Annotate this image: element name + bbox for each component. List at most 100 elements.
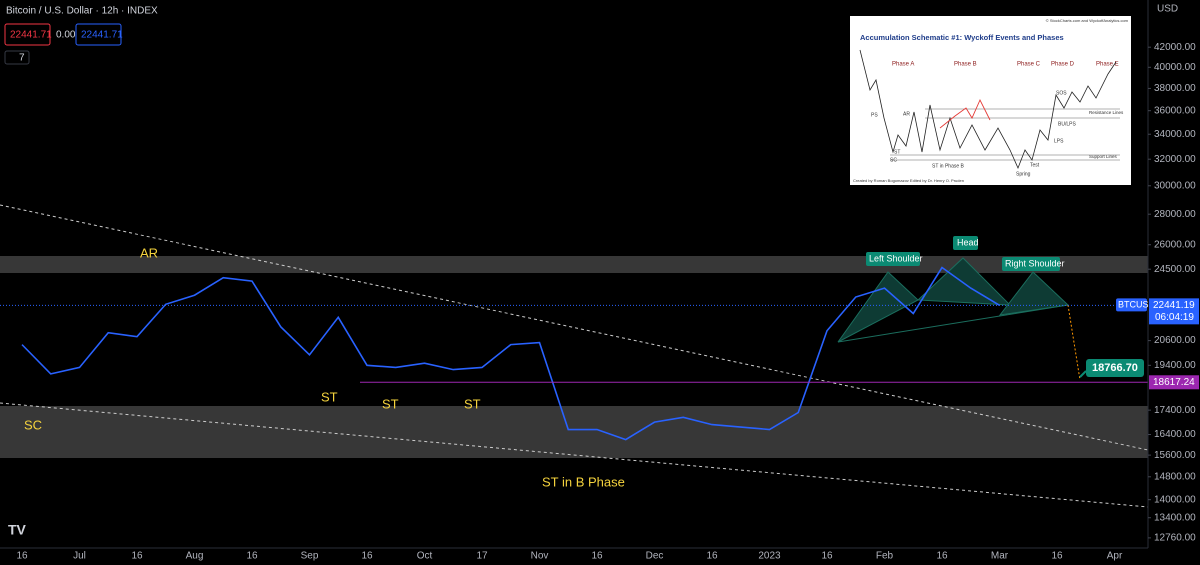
price-bid[interactable]: 22441.71 [10, 30, 52, 41]
zones [0, 204, 1149, 508]
x-tick-label: Mar [991, 551, 1009, 562]
annotation: AR [140, 245, 158, 260]
price-ask[interactable]: 22441.71 [81, 30, 123, 41]
event: LPS [1054, 138, 1064, 144]
x-tick-label: Oct [417, 551, 433, 562]
x-tick-label: 16 [131, 551, 143, 562]
y-tick-label: 19400.00 [1154, 360, 1196, 371]
x-tick-label: Apr [1107, 551, 1123, 562]
x-tick-label: Feb [876, 551, 894, 562]
x-tick-label: 16 [361, 551, 373, 562]
projection [1067, 304, 1081, 381]
event: Test [1030, 162, 1040, 168]
x-tick-label: 2023 [758, 551, 781, 562]
x-tick-label: 16 [246, 551, 258, 562]
plot: 18766.70 [0, 266, 1148, 441]
label-box [953, 236, 978, 250]
resistance-zone [0, 256, 1148, 273]
annotation: ST [321, 389, 338, 404]
price-box[interactable] [75, 23, 122, 46]
target-pointer [1079, 370, 1087, 378]
last-price-box [1149, 298, 1199, 325]
symbol-label: BTCUSD [1118, 300, 1156, 310]
y-tick-label: 17400.00 [1154, 405, 1196, 416]
event: SC [890, 157, 897, 163]
countdown: 06:04:19 [1155, 312, 1194, 323]
header: Bitcoin / U.S. Dollar · 12h · INDEX 2244… [4, 6, 158, 538]
neckline [837, 304, 1069, 343]
price-box[interactable] [4, 23, 51, 46]
event: SOS [1056, 90, 1067, 96]
event: ST in Phase B [932, 163, 965, 169]
y-tick-label: 14800.00 [1154, 471, 1196, 482]
price-axis: 42000.00 40000.00 38000.00 36000.00 34000.00… [1148, 42, 1196, 544]
x-tick-label: Sep [301, 551, 319, 562]
y-tick-label: 13400.00 [1154, 512, 1196, 523]
inset-panel [850, 16, 1131, 185]
y-tick-label: 42000.00 [1154, 42, 1196, 53]
target-box [1086, 358, 1144, 377]
inset-title: Accumulation Schematic #1: Wyckoff Event… [860, 33, 1064, 42]
y-tick-label: 38000.00 [1154, 83, 1196, 94]
phase: Phase B [954, 62, 977, 68]
x-tick-label: 16 [1051, 551, 1063, 562]
x-tick-label: Aug [186, 551, 204, 562]
logo: TV [8, 522, 27, 538]
label-box [1002, 257, 1060, 271]
indicator-count[interactable]: 7 [19, 53, 25, 64]
spread: 0.00 [56, 30, 76, 41]
y-tick-label: 40000.00 [1154, 62, 1196, 73]
x-tick-label: 17 [476, 551, 488, 562]
price-line [21, 266, 1000, 441]
inset-credit: Created by Roman Bogomazov Edited by Dr.… [853, 178, 964, 183]
annotation: Left Shoulder [869, 253, 923, 263]
inset-copyright: © StockCharts.com and WyckoffAnalytics.c… [1046, 18, 1129, 23]
annotation: ST [464, 396, 481, 411]
label-box [866, 252, 920, 266]
event: Resistance Lines [1089, 110, 1124, 115]
annotations: AR SC ST ST ST ST in B Phase Left Should… [24, 236, 1065, 489]
indicator-toggle[interactable] [4, 50, 30, 65]
symbol-box [1116, 298, 1147, 312]
phase: Phase D [1051, 62, 1075, 68]
y-tick-label: 34000.00 [1154, 129, 1196, 140]
x-tick-label: Dec [646, 551, 664, 562]
schematic-upthrust [939, 98, 991, 129]
support-zone [0, 406, 1148, 458]
y-tick-label: 16400.00 [1154, 429, 1196, 440]
trend-line [0, 402, 1149, 508]
y-tick-label: 15600.00 [1154, 450, 1196, 461]
y-tick-label: 20600.00 [1154, 335, 1196, 346]
annotation: ST [382, 396, 399, 411]
x-tick-label: 16 [591, 551, 603, 562]
y-tick-label: 24500.00 [1154, 264, 1196, 275]
y-tick-label: 12760.00 [1154, 533, 1196, 544]
schematic-path [859, 49, 1117, 170]
y-tick-label: 28000.00 [1154, 209, 1196, 220]
x-tick-label: 16 [936, 551, 948, 562]
event: Support Lines [1089, 154, 1118, 159]
symbol-title: Bitcoin / U.S. Dollar · 12h · INDEX [6, 6, 158, 17]
annotation: Head [957, 237, 979, 247]
level-label-box [1149, 375, 1199, 390]
trend-line [0, 204, 1149, 451]
x-tick-label: 16 [16, 551, 28, 562]
x-tick-label: Jul [73, 551, 86, 562]
phase: Phase E [1096, 62, 1119, 68]
event: Spring [1016, 171, 1031, 177]
event: BU/LPS [1058, 121, 1076, 127]
last-price-label: 22441.19 [1153, 300, 1195, 311]
x-tick-label: 16 [821, 551, 833, 562]
y-tick-label: 32000.00 [1154, 154, 1196, 165]
event: AR [903, 111, 910, 117]
level-label: 18617.24 [1153, 377, 1195, 388]
event: ST [894, 149, 900, 155]
head-shape [916, 257, 1012, 306]
inset: © StockCharts.com and WyckoffAnalytics.c… [850, 16, 1131, 185]
event: PS [871, 112, 878, 118]
phase: Phase A [892, 62, 914, 68]
y-tick-label: 26000.00 [1154, 239, 1196, 250]
annotation: Right Shoulder [1005, 258, 1065, 268]
y-tick-label: 36000.00 [1154, 105, 1196, 116]
